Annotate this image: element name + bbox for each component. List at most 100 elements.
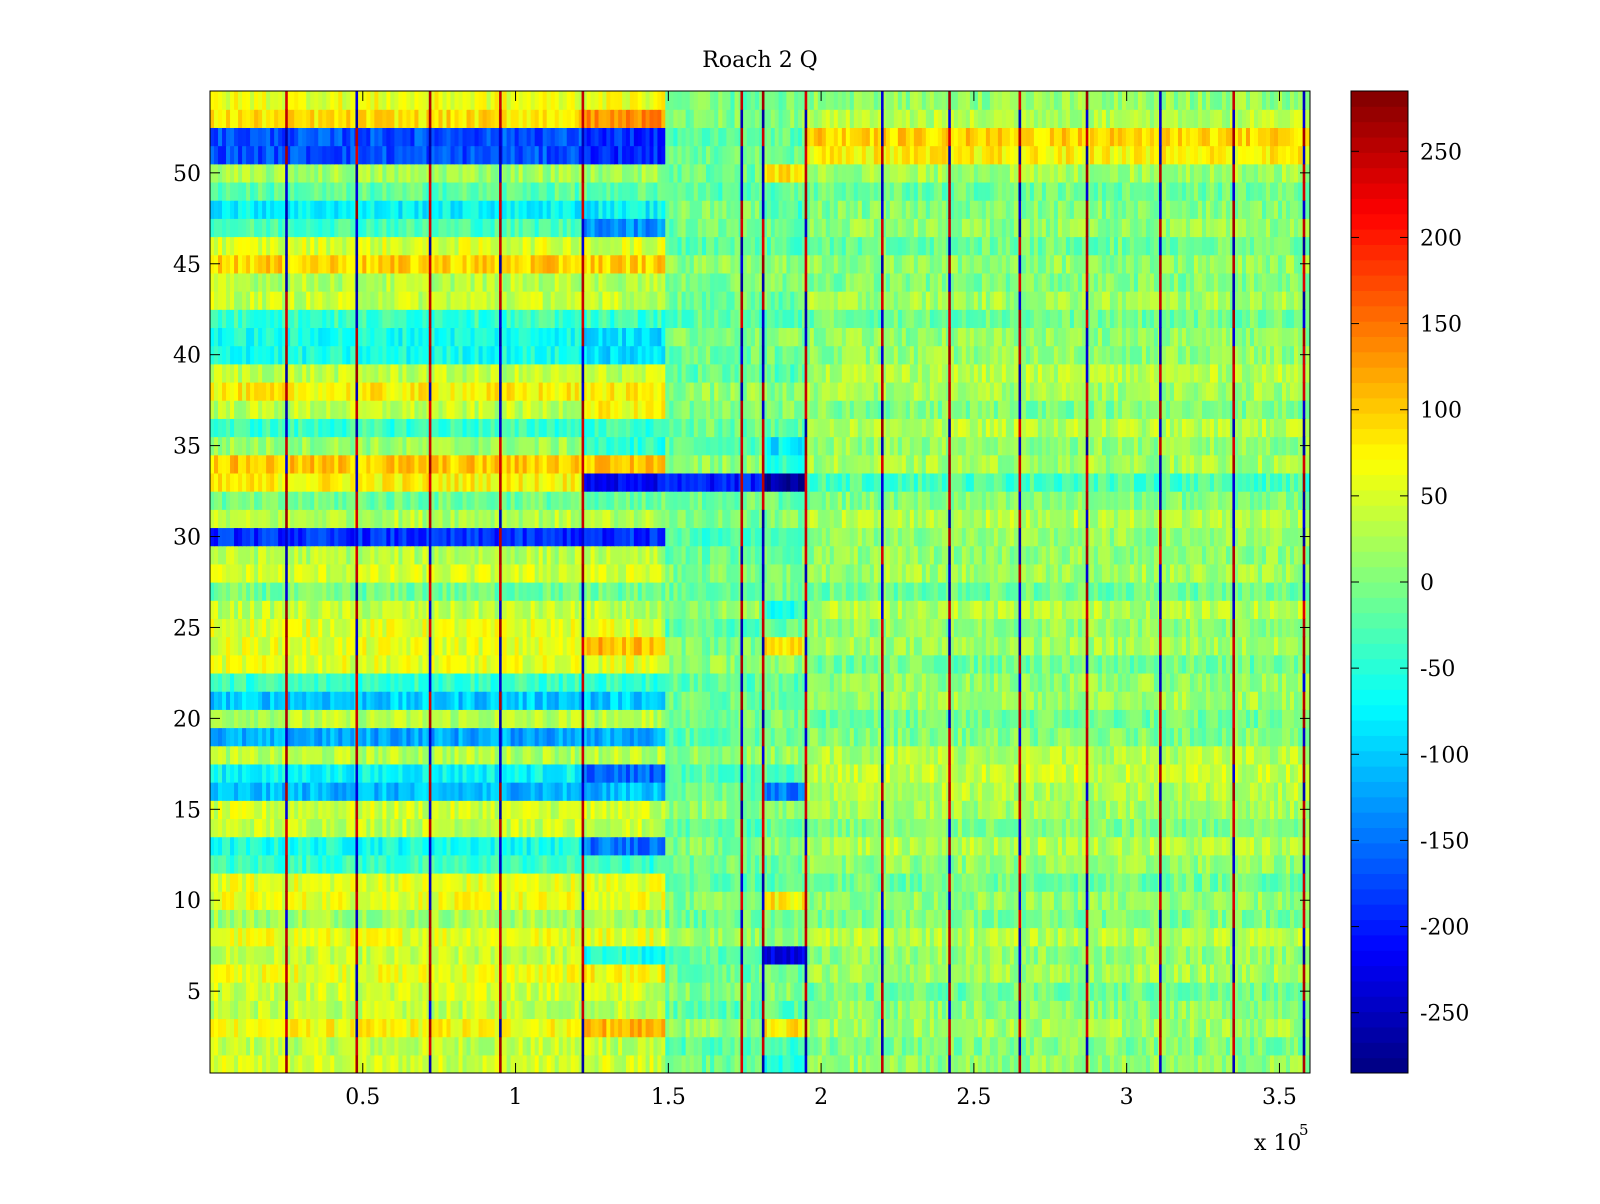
- heatmap-cell: [346, 1000, 351, 1020]
- heatmap-cell: [486, 545, 492, 565]
- heatmap-cell: [550, 563, 556, 583]
- heatmap-cell: [470, 1036, 476, 1056]
- heatmap-cell: [378, 672, 383, 692]
- heatmap-cell: [570, 218, 576, 238]
- heatmap-cell: [262, 109, 267, 128]
- heatmap-cell: [474, 672, 480, 692]
- heatmap-cell: [430, 491, 436, 510]
- heatmap-cell: [542, 527, 548, 547]
- heatmap-cell: [342, 472, 347, 492]
- heatmap-cell: [494, 909, 500, 929]
- heatmap-cell: [266, 345, 271, 365]
- heatmap-cell: [502, 345, 508, 365]
- heatmap-cell: [454, 727, 460, 747]
- heatmap-cell: [374, 436, 379, 456]
- heatmap-cell: [226, 982, 231, 1001]
- heatmap-cell: [546, 309, 552, 329]
- heatmap-cell: [326, 1000, 331, 1020]
- heatmap-cell: [502, 872, 508, 892]
- heatmap-cell: [550, 763, 556, 783]
- heatmap-cell: [250, 218, 255, 238]
- heatmap-cell: [278, 818, 283, 838]
- heatmap-cell: [530, 163, 536, 183]
- heatmap-cell: [302, 1018, 307, 1038]
- heatmap-cell: [522, 727, 528, 747]
- heatmap-cell: [578, 200, 584, 219]
- heatmap-cell: [450, 272, 456, 292]
- heatmap-cell: [298, 909, 303, 929]
- heatmap-cell: [482, 745, 488, 765]
- heatmap-cell: [430, 145, 436, 165]
- heatmap-cell: [274, 491, 279, 510]
- heatmap-cell: [318, 563, 323, 583]
- heatmap-cell: [306, 891, 311, 910]
- heatmap-cell: [218, 836, 223, 856]
- heatmap-cell: [506, 691, 512, 710]
- heatmap-cell: [298, 309, 303, 329]
- heatmap-cell: [322, 309, 327, 329]
- heatmap-cell: [558, 672, 564, 692]
- heatmap-cell: [450, 163, 456, 183]
- heatmap-cell: [530, 927, 536, 947]
- heatmap-cell: [302, 218, 307, 238]
- heatmap-cell: [574, 963, 580, 983]
- heatmap-cell: [278, 327, 283, 347]
- heatmap-cell: [226, 1036, 231, 1056]
- heatmap-cell: [298, 200, 303, 219]
- heatmap-cell: [210, 582, 215, 601]
- heatmap-cell: [210, 691, 215, 710]
- heatmap-cell: [238, 927, 243, 947]
- heatmap-cell: [234, 291, 239, 310]
- heatmap-cell: [434, 291, 440, 310]
- heatmap-cell: [514, 491, 520, 510]
- heatmap-cell: [290, 418, 295, 438]
- heatmap-cell: [454, 982, 460, 1001]
- heatmap-cell: [418, 927, 424, 947]
- heatmap-cell: [282, 527, 287, 547]
- heatmap-cell: [338, 218, 343, 238]
- heatmap-cell: [214, 909, 219, 929]
- heatmap-cell: [430, 636, 436, 656]
- heatmap-cell: [566, 654, 572, 674]
- heatmap-cell: [550, 163, 556, 183]
- heatmap-cell: [470, 418, 476, 438]
- heatmap-cell: [222, 636, 227, 656]
- heatmap-cell: [270, 527, 275, 547]
- heatmap-cell: [282, 309, 287, 329]
- heatmap-cell: [386, 363, 391, 383]
- heatmap-cell: [314, 691, 319, 710]
- heatmap-cell: [246, 254, 251, 274]
- heatmap-cell: [286, 854, 291, 874]
- heatmap-cell: [310, 436, 315, 456]
- heatmap-cell: [562, 491, 568, 510]
- heatmap-cell: [438, 272, 444, 292]
- heatmap-cell: [542, 963, 548, 983]
- heatmap-cell: [386, 727, 391, 747]
- heatmap-cell: [382, 1000, 387, 1020]
- heatmap-cell: [394, 127, 399, 147]
- heatmap-cell: [238, 891, 243, 910]
- heatmap-cell: [246, 1018, 251, 1038]
- heatmap-cell: [290, 563, 295, 583]
- heatmap-cell: [530, 909, 536, 929]
- heatmap-cell: [462, 254, 468, 274]
- heatmap-cell: [330, 218, 335, 238]
- heatmap-cell: [506, 491, 512, 510]
- heatmap-cell: [278, 272, 283, 292]
- heatmap-cell: [262, 181, 267, 201]
- heatmap-row: [210, 854, 584, 874]
- heatmap-cell: [558, 454, 564, 474]
- heatmap-cell: [478, 654, 484, 674]
- heatmap-cell: [382, 236, 387, 256]
- heatmap-cell: [346, 909, 351, 929]
- heatmap-cell: [510, 491, 516, 510]
- heatmap-cell: [342, 1018, 347, 1038]
- heatmap-cell: [386, 436, 391, 456]
- heatmap-cell: [578, 491, 584, 510]
- heatmap-cell: [434, 654, 440, 674]
- heatmap-cell: [234, 909, 239, 929]
- heatmap-cell: [286, 872, 291, 892]
- heatmap-cell: [218, 509, 223, 529]
- heatmap-cell: [350, 545, 355, 565]
- heatmap-cell: [262, 836, 267, 856]
